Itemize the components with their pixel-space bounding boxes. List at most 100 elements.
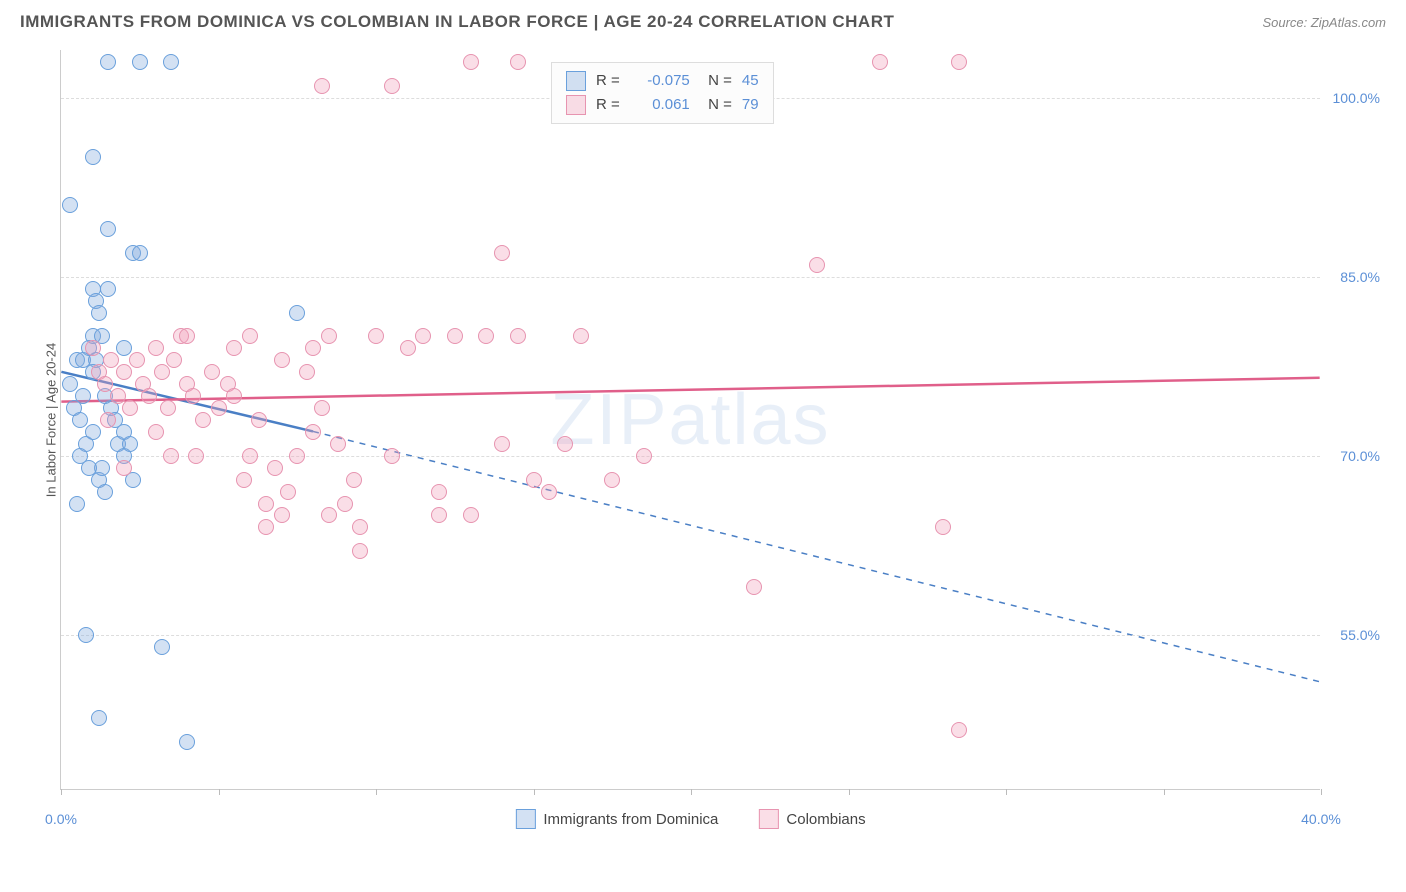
data-point xyxy=(85,424,101,440)
data-point xyxy=(384,78,400,94)
data-point xyxy=(100,221,116,237)
data-point xyxy=(510,54,526,70)
data-point xyxy=(314,78,330,94)
gridline xyxy=(61,635,1320,636)
data-point xyxy=(352,519,368,535)
data-point xyxy=(116,460,132,476)
data-point xyxy=(103,352,119,368)
data-point xyxy=(163,54,179,70)
legend-n-value: 79 xyxy=(742,93,759,117)
chart-container: In Labor Force | Age 20-24 ZIPatlas 55.0… xyxy=(20,40,1386,850)
data-point xyxy=(431,507,447,523)
data-point xyxy=(211,400,227,416)
data-point xyxy=(321,507,337,523)
data-point xyxy=(242,328,258,344)
legend-swatch xyxy=(566,95,586,115)
data-point xyxy=(478,328,494,344)
series-legend: Immigrants from DominicaColombians xyxy=(515,809,865,829)
data-point xyxy=(274,352,290,368)
data-point xyxy=(494,245,510,261)
legend-r-label: R = xyxy=(596,93,620,117)
data-point xyxy=(494,436,510,452)
data-point xyxy=(951,722,967,738)
data-point xyxy=(204,364,220,380)
series-name: Immigrants from Dominica xyxy=(543,811,718,828)
data-point xyxy=(337,496,353,512)
x-tick xyxy=(376,789,377,795)
data-point xyxy=(154,364,170,380)
data-point xyxy=(100,54,116,70)
data-point xyxy=(463,54,479,70)
data-point xyxy=(148,424,164,440)
data-point xyxy=(62,197,78,213)
x-tick xyxy=(1006,789,1007,795)
watermark: ZIPatlas xyxy=(550,379,830,461)
data-point xyxy=(81,460,97,476)
data-point xyxy=(274,507,290,523)
data-point xyxy=(116,340,132,356)
data-point xyxy=(573,328,589,344)
x-tick xyxy=(1321,789,1322,795)
x-tick xyxy=(534,789,535,795)
data-point xyxy=(148,340,164,356)
data-point xyxy=(163,448,179,464)
data-point xyxy=(132,54,148,70)
plot-area: In Labor Force | Age 20-24 ZIPatlas 55.0… xyxy=(60,50,1320,790)
data-point xyxy=(258,519,274,535)
data-point xyxy=(91,305,107,321)
data-point xyxy=(330,436,346,452)
data-point xyxy=(346,472,362,488)
data-point xyxy=(100,281,116,297)
data-point xyxy=(289,305,305,321)
y-tick-label: 100.0% xyxy=(1333,90,1380,106)
legend-n-label: N = xyxy=(700,93,732,117)
data-point xyxy=(226,388,242,404)
legend-n-label: N = xyxy=(700,69,732,93)
data-point xyxy=(400,340,416,356)
y-tick-label: 70.0% xyxy=(1340,448,1380,464)
data-point xyxy=(226,340,242,356)
data-point xyxy=(91,710,107,726)
data-point xyxy=(289,448,305,464)
data-point xyxy=(258,496,274,512)
data-point xyxy=(97,484,113,500)
x-tick-label: 40.0% xyxy=(1301,811,1341,827)
data-point xyxy=(132,245,148,261)
chart-title: IMMIGRANTS FROM DOMINICA VS COLOMBIAN IN… xyxy=(20,12,894,32)
data-point xyxy=(280,484,296,500)
data-point xyxy=(526,472,542,488)
legend-swatch xyxy=(758,809,778,829)
data-point xyxy=(431,484,447,500)
data-point xyxy=(141,388,157,404)
stats-legend-row: R = -0.075 N = 45 xyxy=(566,69,759,93)
data-point xyxy=(179,734,195,750)
data-point xyxy=(110,388,126,404)
data-point xyxy=(154,639,170,655)
data-point xyxy=(75,388,91,404)
data-point xyxy=(100,412,116,428)
data-point xyxy=(557,436,573,452)
data-point xyxy=(809,257,825,273)
data-point xyxy=(166,352,182,368)
data-point xyxy=(267,460,283,476)
data-point xyxy=(314,400,330,416)
x-tick xyxy=(61,789,62,795)
data-point xyxy=(129,352,145,368)
series-legend-item: Immigrants from Dominica xyxy=(515,809,718,829)
data-point xyxy=(746,579,762,595)
gridline xyxy=(61,277,1320,278)
data-point xyxy=(236,472,252,488)
stats-legend-row: R = 0.061 N = 79 xyxy=(566,93,759,117)
data-point xyxy=(72,412,88,428)
y-tick-label: 55.0% xyxy=(1340,627,1380,643)
data-point xyxy=(463,507,479,523)
data-point xyxy=(122,400,138,416)
data-point xyxy=(935,519,951,535)
data-point xyxy=(636,448,652,464)
data-point xyxy=(122,436,138,452)
data-point xyxy=(321,328,337,344)
data-point xyxy=(872,54,888,70)
data-point xyxy=(116,364,132,380)
legend-swatch xyxy=(566,71,586,91)
x-tick-label: 0.0% xyxy=(45,811,77,827)
